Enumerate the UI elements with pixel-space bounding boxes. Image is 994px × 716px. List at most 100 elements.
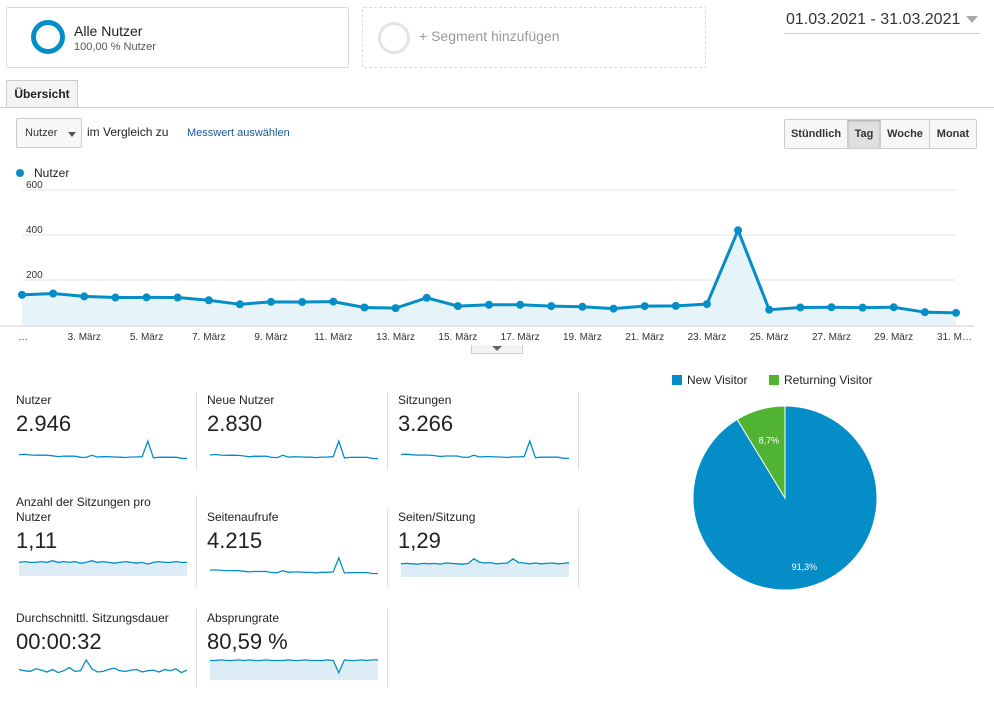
- pie-data-label: 91,3%: [792, 562, 818, 572]
- data-point: [609, 304, 618, 313]
- scorecard-value: 3.266: [398, 411, 454, 436]
- data-point: [827, 303, 836, 312]
- scorecard-title: Neue Nutzer: [207, 393, 275, 407]
- period-toggle: Stündlich Tag Woche Monat: [784, 119, 977, 149]
- legend-swatch: [672, 375, 682, 385]
- scorecard-divider: [578, 509, 579, 587]
- pie-slice: [736, 405, 786, 500]
- segment-all-users[interactable]: Alle Nutzer 100,00 % Nutzer: [6, 7, 349, 68]
- scorecard-title: Absprungrate: [207, 611, 280, 625]
- users-line-chart: 600 400 200 … 3. März 5. März 7. März 9. März 11…: [0, 180, 974, 343]
- period-day-button[interactable]: Tag: [848, 120, 881, 148]
- sparkline-line: [209, 556, 379, 575]
- data-point: [578, 302, 587, 311]
- data-point: [111, 293, 120, 302]
- pie-legend-returning-visitor: Returning Visitor: [769, 373, 873, 387]
- add-segment-button[interactable]: + Segment hinzufügen: [362, 7, 706, 68]
- sparkline-avg-session-duration: [18, 658, 188, 674]
- triangle-down-icon: [492, 346, 502, 351]
- data-point: [702, 300, 711, 309]
- data-point: [952, 308, 960, 317]
- data-point: [18, 290, 26, 299]
- scorecard-value: 00:00:32: [16, 629, 102, 654]
- scorecard-value: 1,29: [398, 528, 441, 553]
- data-point: [796, 303, 805, 312]
- area-fill: [22, 230, 956, 325]
- data-point: [267, 297, 276, 306]
- x-tick-label: 21. März: [625, 332, 664, 343]
- pie-data-label: 8,7%: [759, 435, 780, 445]
- period-month-button[interactable]: Monat: [930, 120, 976, 148]
- sparkline-line: [18, 658, 188, 674]
- data-point: [80, 292, 89, 301]
- data-point: [858, 303, 867, 312]
- scorecard-divider: [196, 495, 197, 587]
- data-point: [889, 303, 898, 312]
- scorecard-title: Durchschnittl. Sitzungsdauer: [16, 611, 169, 625]
- data-point: [920, 308, 929, 317]
- x-tick-label: 31. M…: [937, 332, 972, 343]
- sparkline-line: [18, 439, 188, 460]
- data-point: [298, 298, 307, 307]
- compare-label: im Vergleich zu: [87, 125, 169, 139]
- sparkline-line: [400, 558, 570, 565]
- tab-overview[interactable]: Übersicht: [6, 80, 78, 108]
- data-point: [422, 293, 431, 302]
- sparkline-sessions: [400, 439, 570, 460]
- segment-ring-icon: [31, 20, 65, 54]
- chart-legend-label: Nutzer: [34, 166, 70, 180]
- legend-dot-icon: [16, 169, 24, 177]
- x-tick-label: 19. März: [563, 332, 602, 343]
- chevron-down-icon: [966, 16, 978, 23]
- sparkline-line: [209, 439, 379, 460]
- scorecard-value: 2.946: [16, 411, 72, 436]
- x-tick-label: 7. März: [192, 332, 225, 343]
- select-metric-link[interactable]: Messwert auswählen: [187, 127, 290, 139]
- x-tick-label: 15. März: [438, 332, 477, 343]
- scorecard-avg-session-duration: Durchschnittl. Sitzungsdauer 00:00:32: [16, 611, 196, 655]
- x-tick-label: 27. März: [812, 332, 851, 343]
- data-point: [235, 300, 244, 309]
- data-point: [391, 304, 400, 313]
- data-point: [485, 300, 493, 309]
- scorecard-value: 1,11: [16, 528, 58, 553]
- data-point: [453, 302, 462, 311]
- scorecard-value: 80,59 %: [207, 629, 288, 654]
- sparkline-area: [210, 659, 378, 680]
- caret-down-icon: [68, 132, 76, 137]
- x-tick-label: 11. März: [314, 332, 352, 343]
- x-tick-label: 3. März: [68, 332, 101, 343]
- x-tick-label: 9. März: [254, 332, 287, 343]
- data-point: [360, 303, 369, 312]
- x-tick-label: 23. März: [687, 332, 726, 343]
- data-point: [516, 300, 525, 309]
- sparkline-line: [18, 560, 187, 565]
- pie-legend-label: New Visitor: [687, 373, 748, 387]
- scorecard-title: Seitenaufrufe: [207, 510, 279, 524]
- x-tick-label: 17. März: [501, 332, 540, 343]
- sparkline-users: [18, 439, 188, 460]
- data-point: [49, 289, 58, 298]
- y-tick-label: 200: [26, 270, 43, 281]
- sparkline-line: [400, 439, 570, 460]
- scorecard-divider: [387, 392, 388, 470]
- period-week-button[interactable]: Woche: [881, 120, 930, 148]
- metric-select[interactable]: Nutzer: [16, 118, 82, 148]
- legend-swatch: [769, 375, 779, 385]
- scorecard-title: Nutzer: [16, 393, 52, 407]
- sparkline-pageviews: [209, 556, 379, 575]
- y-tick-label: 600: [26, 180, 43, 191]
- scorecard-divider: [196, 609, 197, 687]
- scorecard-sessions-per-user: Anzahl der Sitzungen pro Nutzer 1,11: [16, 495, 188, 554]
- sparkline-area: [401, 558, 569, 577]
- visitor-type-pie-chart: 91,3% 8,7%: [692, 405, 878, 591]
- sparkline-pages-per-session: [400, 558, 570, 577]
- date-range-text: 01.03.2021 - 31.03.2021: [786, 11, 961, 28]
- period-hourly-button[interactable]: Stündlich: [785, 120, 848, 148]
- scorecard-value: 2.830: [207, 411, 263, 436]
- chart-expand-toggle[interactable]: [471, 345, 523, 354]
- scorecard-value: 4.215: [207, 528, 263, 553]
- data-point: [142, 293, 151, 302]
- sparkline-area: [19, 560, 187, 576]
- date-range-picker[interactable]: 01.03.2021 - 31.03.2021: [784, 9, 980, 34]
